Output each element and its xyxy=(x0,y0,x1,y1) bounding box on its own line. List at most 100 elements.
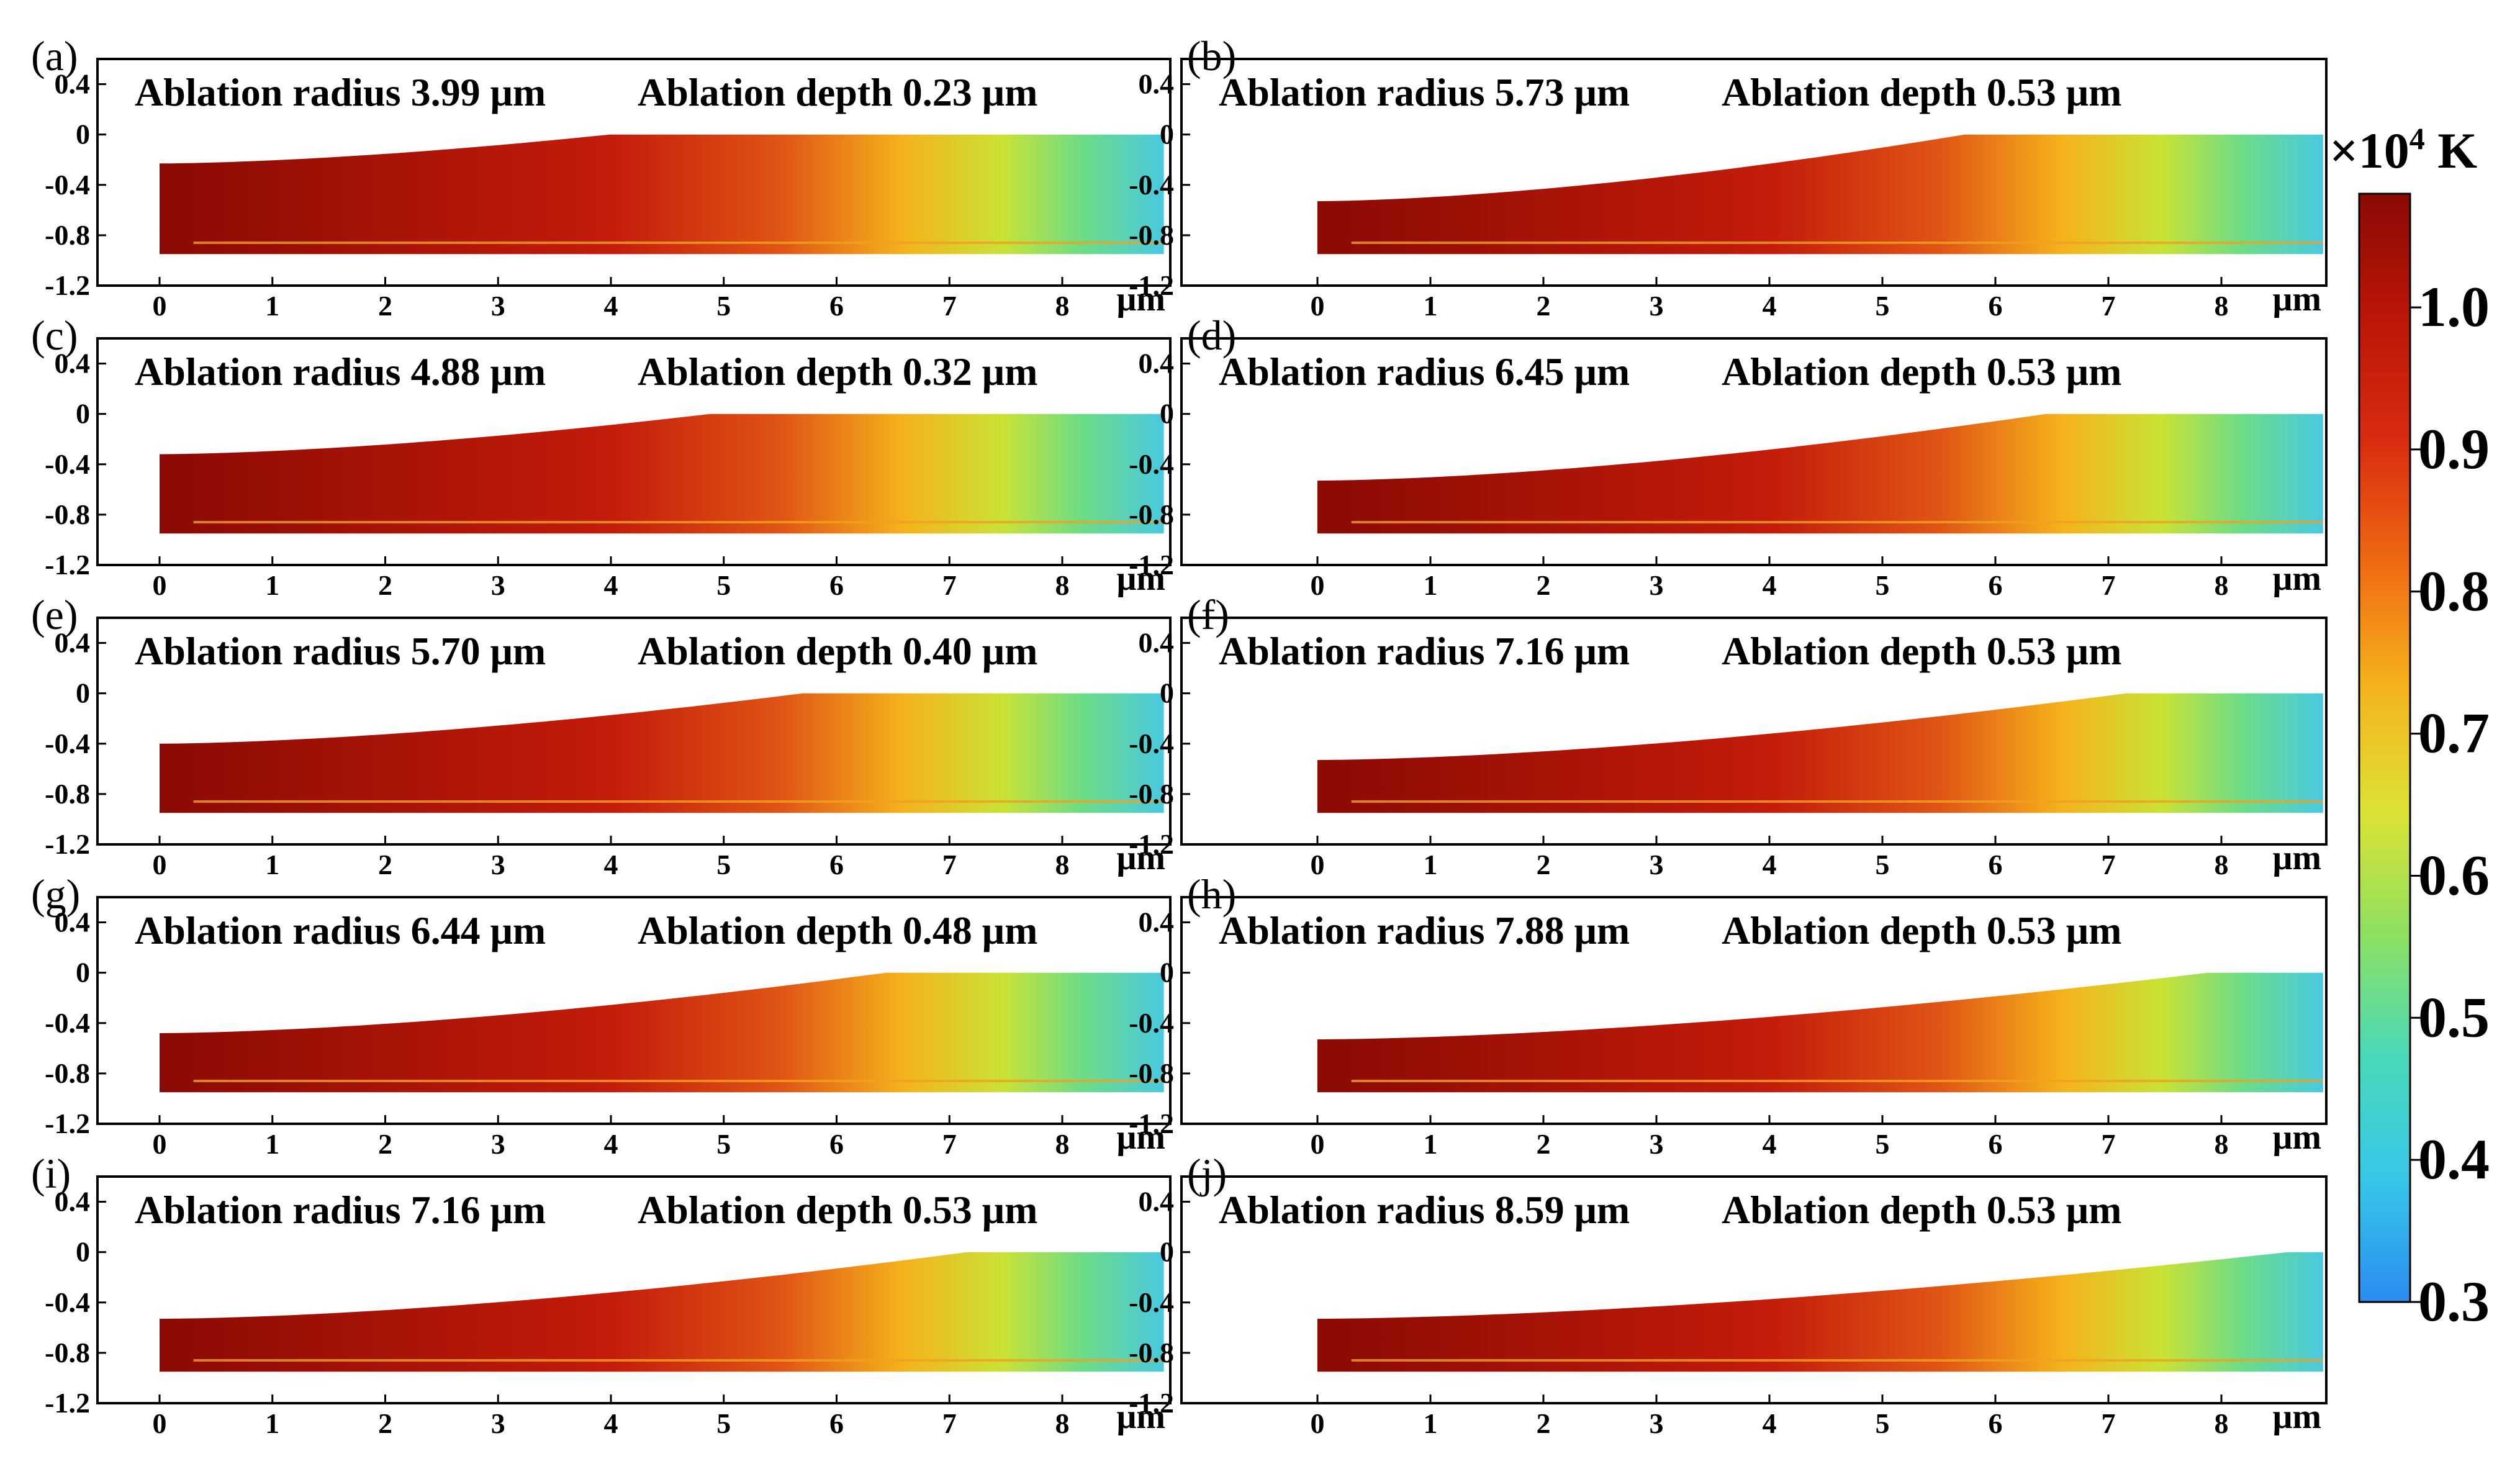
y-tick-label: 0.4 xyxy=(55,348,91,379)
y-tick-label: 0.4 xyxy=(1139,1186,1175,1218)
temperature-field xyxy=(1317,1252,2323,1372)
colorbar-tick-label: 0.9 xyxy=(2418,417,2490,481)
x-tick-label: 4 xyxy=(604,290,618,322)
x-tick-label: 6 xyxy=(1989,290,2003,322)
x-tick-label: 8 xyxy=(1055,569,1070,601)
x-tick-label: 2 xyxy=(378,1128,392,1160)
y-tick-label: -1.2 xyxy=(45,1108,90,1139)
x-tick-label: 5 xyxy=(1876,1128,1890,1160)
panel-label: (i) xyxy=(31,1150,71,1197)
colorbar-tick-label: 0.3 xyxy=(2418,1270,2490,1333)
x-tick-label: 0 xyxy=(153,849,167,880)
x-tick-label: 6 xyxy=(1989,1408,2003,1439)
y-tick-label: -0.4 xyxy=(1129,1007,1174,1039)
panels-group: 0.4 0 -0.4 -0.8 -1.2 0 1 2 3 4 5 6 7 8 μm (a) Ablation r… xyxy=(31,32,2328,1439)
x-tick-label: 0 xyxy=(153,1128,167,1160)
x-unit-label: μm xyxy=(1117,1398,1165,1436)
colorbar-tick-label: 0.5 xyxy=(2418,985,2490,1049)
y-tick-label: -0.8 xyxy=(45,219,90,251)
y-tick-label: -0.8 xyxy=(1129,219,1174,251)
colorbar-ticks: 0.3 0.4 0.5 0.6 0.7 0.8 0.9 1.0 xyxy=(2410,275,2490,1333)
x-unit-label: μm xyxy=(2273,1398,2321,1436)
panel-d: 0.4 0 -0.4 -0.8 -1.2 0 1 2 3 4 5 6 7 8 μm (d)Ablation r… xyxy=(1129,312,2328,601)
y-tick-label: 0 xyxy=(1160,677,1174,709)
y-tick-label: -1.2 xyxy=(45,269,90,301)
x-tick-label: 1 xyxy=(1424,290,1438,322)
x-tick-label: 5 xyxy=(1876,290,1890,322)
x-tick-label: 7 xyxy=(2102,569,2116,601)
ablation-radius-label: Ablation radius 5.70 μm xyxy=(135,629,546,673)
panel-label: (e) xyxy=(31,591,78,638)
y-tick-label: 0 xyxy=(1160,119,1174,150)
y-tick-label: -0.4 xyxy=(45,1007,90,1039)
y-tick-label: -0.8 xyxy=(1129,1057,1174,1089)
ablation-depth-label: Ablation depth 0.53 μm xyxy=(638,1188,1037,1232)
y-tick-label: -0.4 xyxy=(1129,1286,1174,1318)
temperature-field xyxy=(1317,972,2323,1093)
ablation-depth-label: Ablation depth 0.53 μm xyxy=(1722,70,2121,114)
y-tick-label: 0.4 xyxy=(55,1186,91,1218)
panel-f: 0.4 0 -0.4 -0.8 -1.2 0 1 2 3 4 5 6 7 8 μm (f)Ablation r… xyxy=(1129,591,2328,880)
panel-label: (g) xyxy=(31,870,80,918)
y-tick-label: -0.4 xyxy=(1129,169,1174,201)
x-tick-label: 4 xyxy=(604,849,618,880)
y-tick-label: -0.8 xyxy=(1129,778,1174,810)
x-tick-label: 1 xyxy=(265,290,279,322)
x-tick-label: 7 xyxy=(942,290,957,322)
y-tick-label: -1.2 xyxy=(1129,828,1174,860)
panel-e: 0.4 0 -0.4 -0.8 -1.2 0 1 2 3 4 5 6 7 8 μm (e) Ablation r… xyxy=(31,591,1172,880)
x-tick-label: 4 xyxy=(1763,849,1777,880)
ablation-radius-label: Ablation radius 5.73 μm xyxy=(1219,70,1630,114)
x-tick-label: 1 xyxy=(1424,1408,1438,1439)
panel-label: (d) xyxy=(1187,312,1236,359)
x-tick-label: 7 xyxy=(942,569,957,601)
x-tick-label: 2 xyxy=(378,1408,392,1439)
y-tick-label: -0.8 xyxy=(45,778,90,810)
ablation-depth-label: Ablation depth 0.53 μm xyxy=(1722,908,2121,952)
y-tick-label: 0 xyxy=(76,119,90,150)
x-tick-label: 7 xyxy=(2102,849,2116,880)
x-tick-label: 0 xyxy=(1311,849,1325,880)
unit-prefix: ×10 xyxy=(2329,122,2409,179)
x-unit-label: μm xyxy=(1117,839,1165,877)
x-tick-label: 4 xyxy=(604,569,618,601)
x-tick-label: 3 xyxy=(491,1408,505,1439)
x-tick-label: 3 xyxy=(1650,290,1664,322)
x-tick-label: 1 xyxy=(1424,849,1438,880)
colorbar-tick-label: 0.7 xyxy=(2418,702,2490,765)
x-tick-label: 7 xyxy=(942,1408,957,1439)
x-tick-label: 6 xyxy=(829,1128,844,1160)
x-tick-label: 7 xyxy=(942,849,957,880)
x-tick-label: 1 xyxy=(265,1408,279,1439)
x-tick-label: 3 xyxy=(491,849,505,880)
x-tick-label: 3 xyxy=(1650,569,1664,601)
y-tick-label: 0 xyxy=(76,677,90,709)
colorbar-unit-label: ×104 K xyxy=(2329,121,2477,179)
ablation-depth-label: Ablation depth 0.48 μm xyxy=(638,908,1037,952)
x-tick-label: 8 xyxy=(1055,290,1070,322)
y-tick-label: -0.8 xyxy=(1129,1337,1174,1368)
colorbar-tick-label: 0.8 xyxy=(2418,559,2490,623)
panel-h: 0.4 0 -0.4 -0.8 -1.2 0 1 2 3 4 5 6 7 8 μm (h)Ablation r… xyxy=(1129,870,2328,1160)
colorbar: 0.3 0.4 0.5 0.6 0.7 0.8 0.9 1.0 ×104 K xyxy=(2329,121,2490,1333)
x-tick-label: 3 xyxy=(1650,849,1664,880)
x-tick-label: 0 xyxy=(1311,1128,1325,1160)
x-tick-label: 2 xyxy=(378,849,392,880)
x-tick-label: 1 xyxy=(265,569,279,601)
x-tick-label: 2 xyxy=(378,569,392,601)
y-tick-label: 0.4 xyxy=(1139,348,1175,379)
ablation-depth-label: Ablation depth 0.40 μm xyxy=(638,629,1037,673)
x-tick-label: 5 xyxy=(716,1128,731,1160)
x-unit-label: μm xyxy=(2273,280,2321,319)
temperature-field xyxy=(160,972,1164,1093)
x-tick-label: 3 xyxy=(491,290,505,322)
colorbar-tick-label: 1.0 xyxy=(2418,275,2490,338)
temperature-field xyxy=(1317,414,2323,534)
y-tick-label: -1.2 xyxy=(45,549,90,581)
panel-label: (h) xyxy=(1187,870,1236,918)
x-tick-label: 5 xyxy=(1876,849,1890,880)
x-tick-label: 1 xyxy=(265,849,279,880)
y-tick-label: -0.8 xyxy=(45,1337,90,1368)
panel-label: (j) xyxy=(1187,1150,1227,1197)
y-tick-label: -1.2 xyxy=(45,1387,90,1419)
